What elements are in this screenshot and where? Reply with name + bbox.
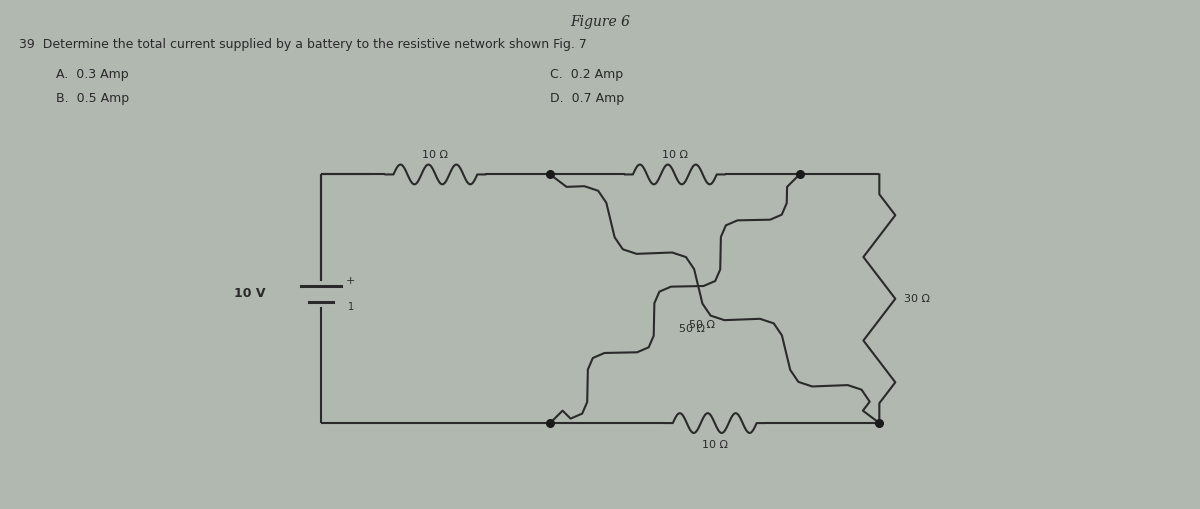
Text: C.  0.2 Amp: C. 0.2 Amp [550, 68, 623, 81]
Text: 1: 1 [348, 302, 354, 312]
Text: 30 Ω: 30 Ω [905, 294, 930, 304]
Text: B.  0.5 Amp: B. 0.5 Amp [56, 92, 130, 105]
Text: 10 Ω: 10 Ω [702, 440, 727, 450]
Text: 10 V: 10 V [234, 287, 265, 300]
Text: 10 Ω: 10 Ω [662, 150, 688, 159]
Text: A.  0.3 Amp: A. 0.3 Amp [56, 68, 128, 81]
Text: 39  Determine the total current supplied by a battery to the resistive network s: 39 Determine the total current supplied … [19, 38, 587, 51]
Text: 10 Ω: 10 Ω [422, 150, 449, 159]
Text: Figure 6: Figure 6 [570, 15, 630, 30]
Text: 50 Ω: 50 Ω [689, 321, 715, 330]
Text: D.  0.7 Amp: D. 0.7 Amp [550, 92, 624, 105]
Text: 50 Ω: 50 Ω [679, 324, 704, 334]
Text: +: + [346, 276, 355, 286]
